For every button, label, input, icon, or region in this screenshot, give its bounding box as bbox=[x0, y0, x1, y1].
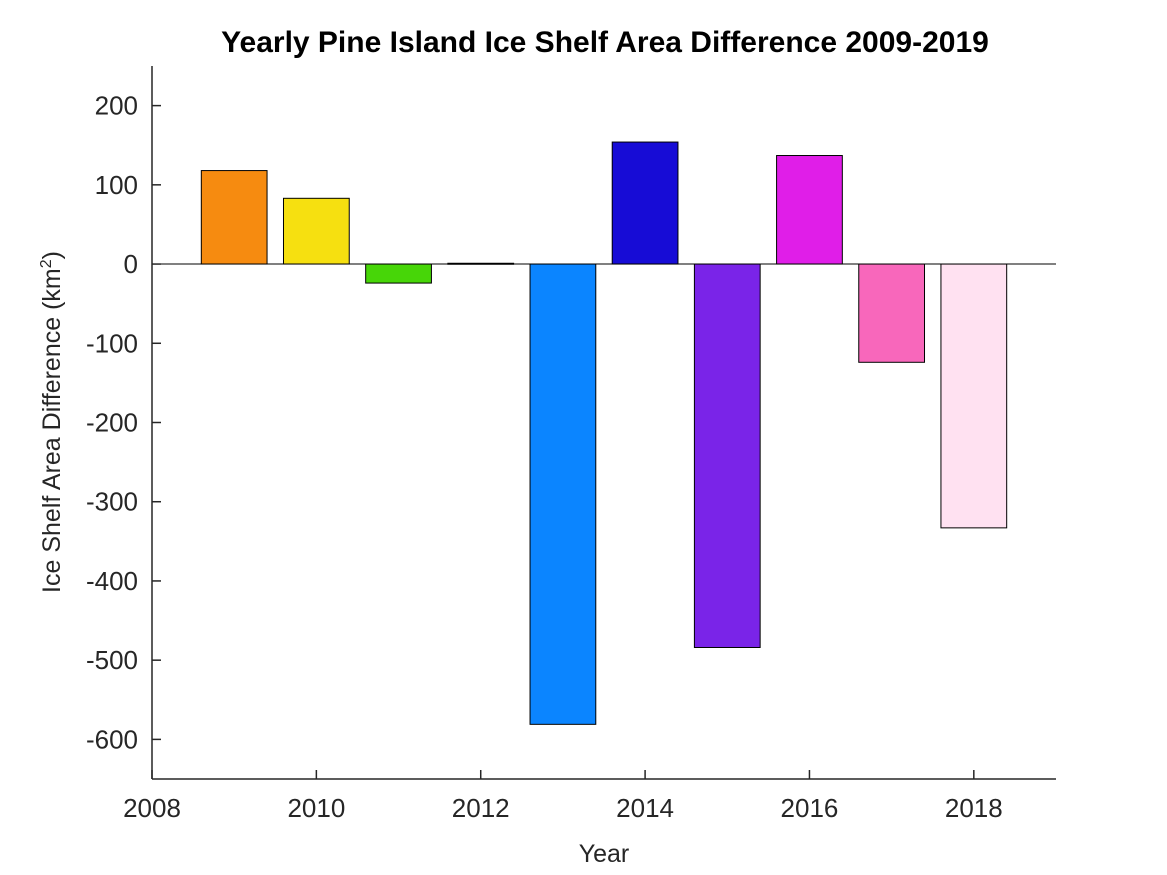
y-tick-label: -400 bbox=[86, 566, 138, 596]
y-tick-label: 100 bbox=[95, 170, 138, 200]
y-tick-label: 0 bbox=[124, 249, 138, 279]
chart-title: Yearly Pine Island Ice Shelf Area Differ… bbox=[221, 26, 989, 59]
bar-2009 bbox=[200, 170, 268, 265]
y-axis-label: Ice Shelf Area Difference (km2) bbox=[38, 251, 66, 593]
x-tick-label: 2018 bbox=[945, 793, 1003, 823]
y-tick-label: -300 bbox=[86, 487, 138, 517]
x-tick-label: 2010 bbox=[287, 793, 345, 823]
bar-2013 bbox=[529, 263, 597, 725]
y-tick-label: -100 bbox=[86, 328, 138, 358]
bar-2018 bbox=[940, 263, 1008, 529]
x-tick-label: 2008 bbox=[123, 793, 181, 823]
y-tick-label: 200 bbox=[95, 91, 138, 121]
x-tick-label: 2012 bbox=[452, 793, 510, 823]
bar-2016 bbox=[776, 155, 843, 265]
y-axis-label-suffix: ) bbox=[38, 251, 66, 259]
y-tick-label: -500 bbox=[86, 645, 138, 675]
bar-2014 bbox=[611, 141, 679, 265]
bar-2010 bbox=[282, 197, 350, 265]
bar-2011 bbox=[365, 263, 432, 284]
x-tick-label: 2014 bbox=[616, 793, 674, 823]
x-axis-label: Year bbox=[579, 840, 630, 868]
x-tick-label: 2016 bbox=[781, 793, 839, 823]
plot-area: 2008 2010 2012 2014 2016 2018 -600 -500 -400 -300… bbox=[86, 66, 1056, 823]
y-tick-label: -200 bbox=[86, 408, 138, 438]
y-axis-label-main: Ice Shelf Area Difference (km bbox=[38, 268, 66, 593]
bar-2017 bbox=[858, 263, 926, 363]
y-axis-label-superscript: 2 bbox=[38, 259, 55, 268]
bar-2015 bbox=[693, 263, 761, 648]
y-tick-label: -600 bbox=[86, 724, 138, 754]
